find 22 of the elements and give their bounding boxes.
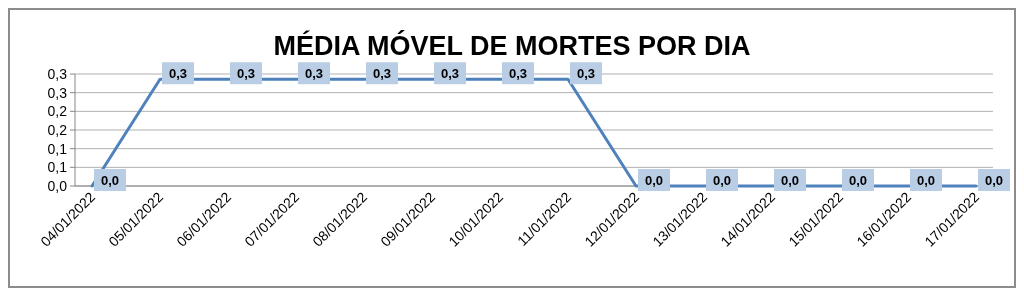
data-label: 0,0 xyxy=(916,173,936,188)
data-label: 0,3 xyxy=(440,66,460,82)
data-label: 0,3 xyxy=(304,66,324,82)
data-label: 0,3 xyxy=(168,66,188,82)
data-label: 0,3 xyxy=(236,66,256,82)
data-label: 0,0 xyxy=(100,173,120,188)
data-label: 0,0 xyxy=(848,173,868,188)
chart-title: MÉDIA MÓVEL DE MORTES POR DIA xyxy=(273,30,751,61)
data-label: 0,3 xyxy=(508,66,528,82)
y-tick-label: 0,2 xyxy=(47,122,68,138)
data-label: 0,3 xyxy=(576,66,596,82)
y-tick-label: 0,2 xyxy=(47,103,68,120)
y-tick-label: 0,1 xyxy=(47,140,68,157)
y-tick-label: 0,3 xyxy=(47,84,68,101)
data-label: 0,0 xyxy=(984,173,1004,188)
data-label: 0,3 xyxy=(372,66,392,82)
y-tick-label: 0,1 xyxy=(47,159,68,176)
data-label: 0,0 xyxy=(644,173,664,188)
data-label: 0,0 xyxy=(712,173,732,188)
data-label: 0,0 xyxy=(780,173,800,188)
y-tick-label: 0,0 xyxy=(47,178,68,194)
y-tick-label: 0,3 xyxy=(47,66,68,82)
